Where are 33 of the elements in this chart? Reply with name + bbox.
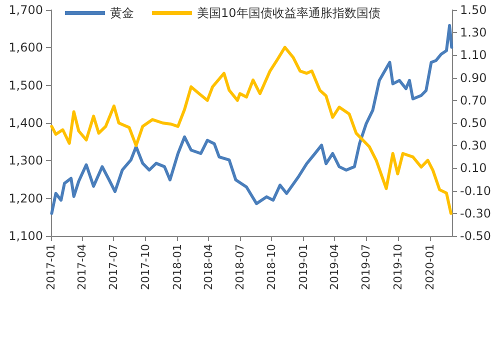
x-tick-label: 2017-01 [44,244,58,290]
y-tick-label: 1,600 [8,40,43,55]
y2-tick-label: 1.10 [460,48,487,62]
y2-tick-label: 1.50 [460,3,487,17]
legend-label: 黄金 [110,6,134,20]
y-tick-label: 1,200 [8,191,43,206]
y-tick-label: 1,500 [8,78,43,92]
y-tick-label: 1,300 [8,154,43,168]
x-tick-label: 2019-01 [297,244,310,290]
x-tick-label: 2020-01 [423,244,436,290]
y2-tick-label: 0.10 [460,161,487,176]
y-tick-label: 1,100 [8,229,43,243]
legend-label: 美国10年国债收益率通胀指数国债 [197,6,380,20]
y2-tick-label: 1.30 [460,26,487,40]
x-tick-label: 2018-10 [265,244,278,290]
y2-tick-label: 0.50 [460,116,487,130]
y2-tick-label: -0.50 [460,229,492,243]
y-tick-label: 1,700 [8,3,43,17]
y2-tick-label: 0.90 [460,70,487,85]
x-tick-label: 2017-04 [76,244,89,290]
y2-tick-label: -0.30 [460,206,492,220]
x-tick-label: 2018-01 [170,244,184,290]
y2-tick-label: -0.10 [460,184,492,198]
x-tick-label: 2018-07 [233,244,246,290]
x-tick-label: 2017-07 [107,244,120,290]
y2-tick-label: 0.30 [460,138,487,153]
x-tick-label: 2019-07 [360,244,373,290]
x-tick-label: 2017-10 [138,244,152,290]
y-tick-label: 1,400 [8,116,43,130]
y2-tick-label: 0.70 [460,93,487,108]
x-tick-label: 2018-04 [202,244,215,290]
x-tick-label: 2019-04 [328,244,342,290]
x-tick-label: 2019-10 [392,244,405,290]
